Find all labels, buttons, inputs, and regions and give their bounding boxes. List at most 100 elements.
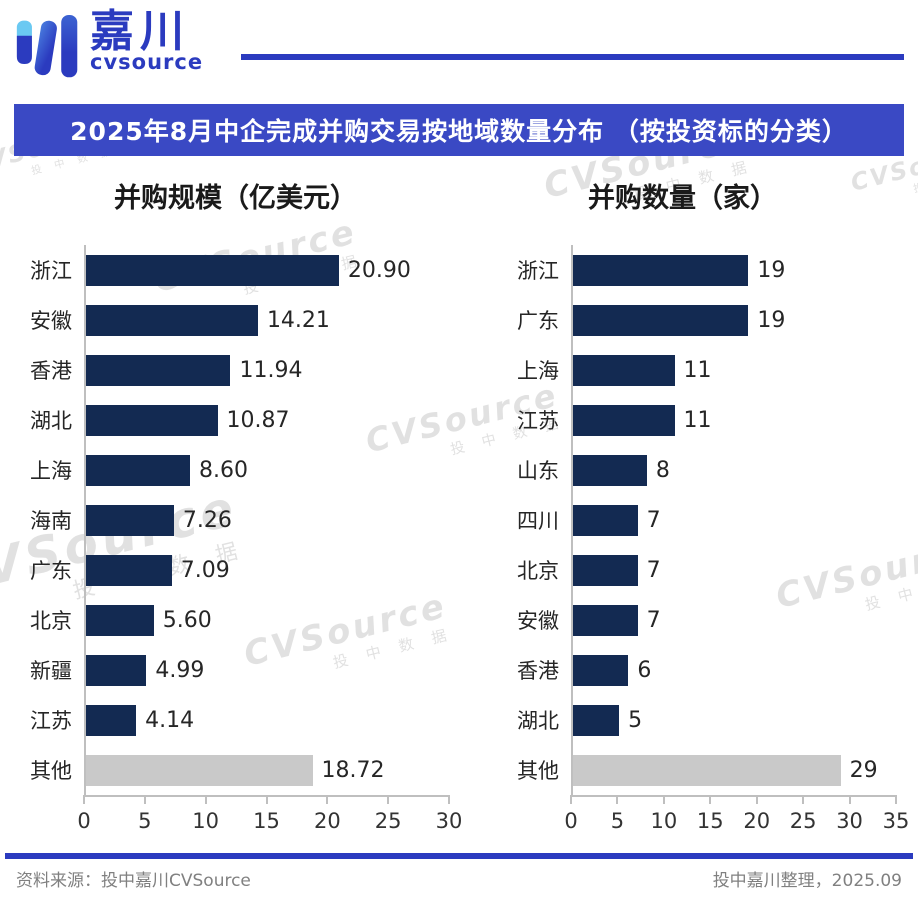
category-label: 上海 xyxy=(517,359,559,383)
axis-tick-label: 20 xyxy=(313,809,341,833)
brand-name-en: cvsource xyxy=(90,50,204,74)
axis-tick xyxy=(709,795,712,804)
category-label: 江苏 xyxy=(30,709,72,733)
bar-value-label: 10.87 xyxy=(226,407,290,433)
axis-tick xyxy=(265,795,268,804)
plot-area: 20.90 14.21 11.94 10.87 8.60 7.26 7.09 5.60 4.99… xyxy=(84,245,449,797)
bar xyxy=(573,354,675,386)
data-source-note: 资料来源：投中嘉川CVSource xyxy=(16,871,251,891)
bar-value-label: 14.21 xyxy=(266,307,330,333)
bar-value-label: 7.26 xyxy=(182,507,232,533)
chart-deal-scale: 并购规模（亿美元） 浙江 安徽 香港 湖北 上海 海南 广东 北京 新疆 江苏 其他 20.90 14… xyxy=(12,156,462,839)
category-label: 浙江 xyxy=(517,259,559,283)
axis-tick-label: 10 xyxy=(192,809,220,833)
bar-row: 4.14 xyxy=(86,695,449,745)
bar xyxy=(573,454,647,486)
bar xyxy=(573,504,638,536)
category-label: 上海 xyxy=(30,459,72,483)
plot-area: 19 19 11 11 8 7 7 7 6 5 29 xyxy=(571,245,896,797)
bar-value-label: 7 xyxy=(646,557,661,583)
bar-row: 11 xyxy=(573,395,896,445)
axis-tick xyxy=(848,795,851,804)
axis-tick xyxy=(802,795,805,804)
category-label: 新疆 xyxy=(30,659,72,683)
bar xyxy=(86,654,147,686)
bar-row: 7.26 xyxy=(86,495,449,545)
category-label: 广东 xyxy=(30,559,72,583)
bar xyxy=(573,654,629,686)
bar-row: 18.72 xyxy=(86,745,449,795)
axis-tick xyxy=(895,795,897,804)
cvsource-logo: 嘉川 cvsource xyxy=(14,10,203,86)
bar xyxy=(573,254,749,286)
bar-value-label: 7 xyxy=(646,507,661,533)
bar-row: 6 xyxy=(573,645,896,695)
bar-row: 14.21 xyxy=(86,295,449,345)
bar xyxy=(86,404,218,436)
banner-title: 2025年8月中企完成并购交易按地域数量分布 （按投资标的分类） xyxy=(14,104,904,156)
axis-tick xyxy=(143,795,146,804)
bar-row: 7 xyxy=(573,495,896,545)
axis-tick-label: 25 xyxy=(374,809,402,833)
axis-tick-label: 30 xyxy=(836,809,863,833)
axis-tick-label: 0 xyxy=(564,809,578,833)
axis-tick xyxy=(570,795,572,804)
axis-tick xyxy=(662,795,665,804)
bar-value-label: 7.09 xyxy=(180,557,230,583)
bar-row: 11.94 xyxy=(86,345,449,395)
category-label: 湖北 xyxy=(30,409,72,433)
bar xyxy=(86,454,191,486)
bar-row: 8 xyxy=(573,445,896,495)
bar-row: 8.60 xyxy=(86,445,449,495)
axis-tick-label: 30 xyxy=(435,809,463,833)
bar xyxy=(573,304,749,336)
bar xyxy=(573,554,638,586)
bar-row: 5.60 xyxy=(86,595,449,645)
category-label: 安徽 xyxy=(517,609,559,633)
axis-tick-label: 5 xyxy=(610,809,625,833)
bar-value-label: 19 xyxy=(757,257,786,283)
bar-row: 11 xyxy=(573,345,896,395)
axis-tick xyxy=(755,795,758,804)
category-label: 其他 xyxy=(30,759,72,783)
category-label: 江苏 xyxy=(517,409,559,433)
bar-row: 29 xyxy=(573,745,896,795)
axis-tick-label: 25 xyxy=(789,809,817,833)
bar-value-label: 11 xyxy=(683,357,712,383)
category-label: 海南 xyxy=(30,509,72,533)
category-label: 山东 xyxy=(517,459,559,483)
category-axis: 浙江 广东 上海 江苏 山东 四川 北京 安徽 香港 湖北 其他 xyxy=(459,245,571,797)
footer-divider-line xyxy=(5,853,913,859)
bar xyxy=(86,504,174,536)
axis-tick-label: 15 xyxy=(696,809,724,833)
category-label: 安徽 xyxy=(30,309,72,333)
bar-row: 5 xyxy=(573,695,896,745)
category-label: 香港 xyxy=(30,359,72,383)
category-label: 香港 xyxy=(517,659,559,683)
bar-row: 10.87 xyxy=(86,395,449,445)
chart-title-count: 并购数量（家） xyxy=(588,183,777,214)
bar xyxy=(573,754,841,786)
bar xyxy=(86,704,137,736)
category-label: 浙江 xyxy=(30,259,72,283)
category-label: 北京 xyxy=(30,609,72,633)
cvsource-logo-icon xyxy=(16,14,78,78)
bar-row: 4.99 xyxy=(86,645,449,695)
bar xyxy=(86,604,154,636)
bar xyxy=(573,404,675,436)
bar xyxy=(86,354,231,386)
category-axis: 浙江安徽香港湖北上海海南广东北京新疆江苏其他 xyxy=(12,245,84,797)
bar-value-label: 19 xyxy=(757,307,786,333)
bar xyxy=(573,704,620,736)
bar-row: 19 xyxy=(573,245,896,295)
bar-value-label: 18.72 xyxy=(321,757,385,783)
brand-name-cn: 嘉川 xyxy=(90,6,190,57)
bar xyxy=(573,604,638,636)
axis-tick xyxy=(448,795,450,804)
axis-tick-label: 10 xyxy=(650,809,678,833)
bar-value-label: 7 xyxy=(646,607,661,633)
axis-tick-label: 5 xyxy=(138,809,152,833)
bar-value-label: 4.99 xyxy=(155,657,205,683)
axis-tick-label: 15 xyxy=(253,809,280,833)
bar-value-label: 6 xyxy=(637,657,652,683)
